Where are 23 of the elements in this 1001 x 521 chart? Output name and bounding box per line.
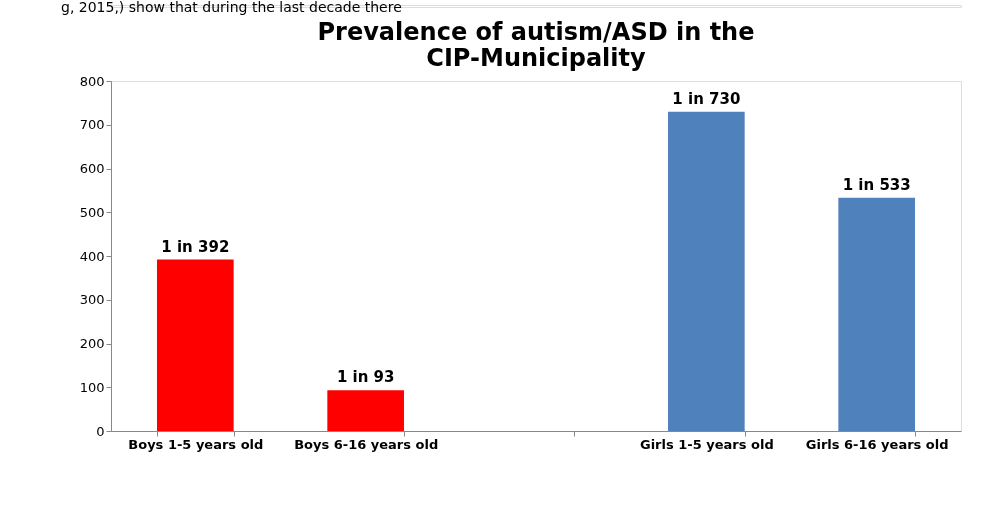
x-tick-label: Girls 6-16 years old	[805, 436, 949, 452]
y-tick-label: 300	[79, 292, 105, 308]
x-tick-label: Boys 1-5 years old	[128, 436, 264, 452]
text: g, 2015,) show that during the last decade there	[61, 0, 402, 15]
y-tick-label: 200	[79, 336, 105, 351]
data-label: 1 in 533	[842, 175, 911, 194]
data-label: 1 in 730	[672, 89, 741, 108]
y-tick-label: 600	[79, 161, 105, 176]
bar	[838, 197, 916, 431]
y-tick-label: 100	[79, 379, 105, 395]
y-tick-label: 0	[96, 423, 105, 439]
y-tick-label: 500	[79, 204, 105, 220]
y-tick-label: 800	[79, 73, 105, 89]
y-tick-label: 400	[79, 248, 105, 264]
x-tick-label: Boys 6-16 years old	[294, 436, 439, 452]
x-tick-label: Girls 1-5 years old	[639, 436, 774, 452]
bar	[668, 111, 745, 431]
chart-title: Prevalence of autism/ASD in the CIP-Municipality	[317, 18, 755, 72]
bar	[327, 390, 404, 431]
bar	[156, 259, 234, 431]
data-label: 1 in 93	[336, 368, 395, 387]
y-tick-label: 700	[79, 117, 105, 133]
data-label: 1 in 392	[161, 237, 230, 256]
